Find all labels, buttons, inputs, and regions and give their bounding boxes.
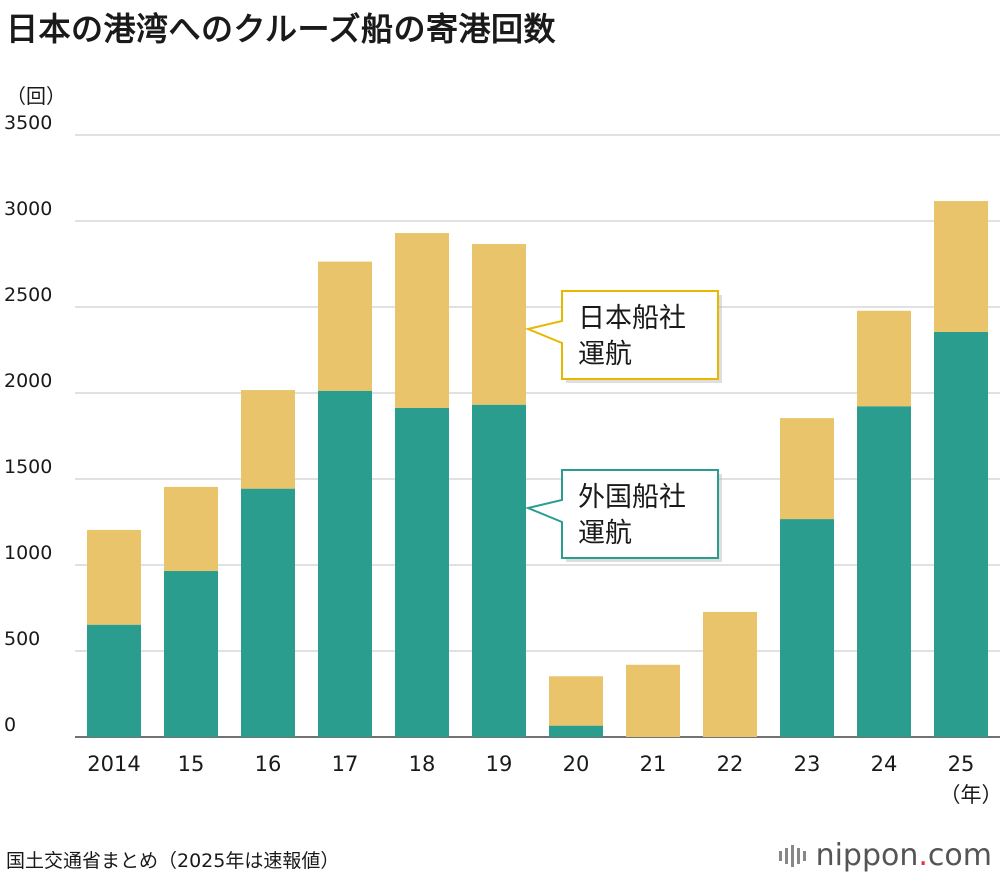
bar-15-series-0 — [164, 571, 218, 737]
x-tick-22: 22 — [717, 752, 744, 776]
x-tick-16: 16 — [255, 752, 282, 776]
logo-bars-icon — [778, 844, 806, 867]
x-axis-unit-label: （年） — [940, 783, 1000, 807]
x-tick-21: 21 — [640, 752, 667, 776]
x-tick-24: 24 — [871, 752, 898, 776]
y-tick-2000: 2000 — [4, 370, 52, 392]
x-tick-25: 25 — [948, 752, 975, 776]
bar-24-series-1 — [857, 310, 911, 407]
callout-1-line-1: 運航 — [578, 518, 632, 549]
x-tick-18: 18 — [409, 752, 436, 776]
x-tick-19: 19 — [486, 752, 513, 776]
bar-17-series-0 — [318, 390, 372, 737]
bar-2014-series-0 — [87, 624, 141, 737]
bar-16-series-0 — [241, 488, 295, 737]
bars — [87, 201, 988, 737]
bar-2014-series-1 — [87, 529, 141, 625]
logo-dot: . — [918, 838, 928, 873]
bar-22-series-1 — [703, 611, 757, 737]
x-tick-20: 20 — [563, 752, 590, 776]
bar-21-series-1 — [626, 664, 680, 737]
gridlines — [75, 134, 1000, 738]
y-tick-1500: 1500 — [4, 456, 52, 478]
bar-17-series-1 — [318, 261, 372, 391]
bar-18-series-1 — [395, 233, 449, 408]
y-tick-0: 0 — [4, 714, 16, 736]
y-tick-3500: 3500 — [4, 112, 52, 134]
x-tick-labels: 2014 15 16 17 18 19 20 21 22 23 24 25 — [87, 752, 974, 776]
y-tick-2500: 2500 — [4, 284, 52, 306]
y-tick-1000: 1000 — [4, 542, 52, 564]
logo-suffix: com — [927, 838, 992, 873]
bar-25-series-1 — [934, 201, 988, 332]
bar-16-series-1 — [241, 390, 295, 489]
bar-19-series-1 — [472, 244, 526, 405]
bar-15-series-1 — [164, 486, 218, 572]
bar-19-series-0 — [472, 404, 526, 737]
bar-25-series-0 — [934, 331, 988, 737]
bar-20-series-0 — [549, 725, 603, 737]
logo-name: nippon — [815, 838, 919, 873]
y-axis-unit-label: （回） — [6, 84, 66, 108]
chart-title: 日本の港湾へのクルーズ船の寄港回数 — [6, 10, 556, 48]
bar-23-series-1 — [780, 418, 834, 520]
callout-0-line-1: 運航 — [578, 339, 632, 370]
bar-23-series-0 — [780, 519, 834, 737]
callout-1-line-0: 外国船社 — [578, 482, 686, 513]
x-tick-15: 15 — [178, 752, 205, 776]
source-note: 国土交通省まとめ（2025年は速報値） — [6, 850, 340, 872]
x-tick-2014: 2014 — [87, 752, 140, 776]
bar-24-series-0 — [857, 406, 911, 737]
y-tick-3000: 3000 — [4, 198, 52, 220]
y-tick-500: 500 — [4, 628, 40, 650]
x-tick-17: 17 — [332, 752, 359, 776]
callout-0-line-0: 日本船社 — [578, 303, 686, 334]
bar-20-series-1 — [549, 676, 603, 726]
bar-18-series-0 — [395, 407, 449, 737]
callout-box-0 — [524, 290, 719, 380]
x-tick-23: 23 — [794, 752, 821, 776]
y-tick-labels: 0 500 1000 1500 2000 2500 3000 3500 — [4, 112, 52, 736]
nippon-logo: nippon. com — [778, 838, 992, 873]
callout-box-1 — [524, 469, 719, 559]
